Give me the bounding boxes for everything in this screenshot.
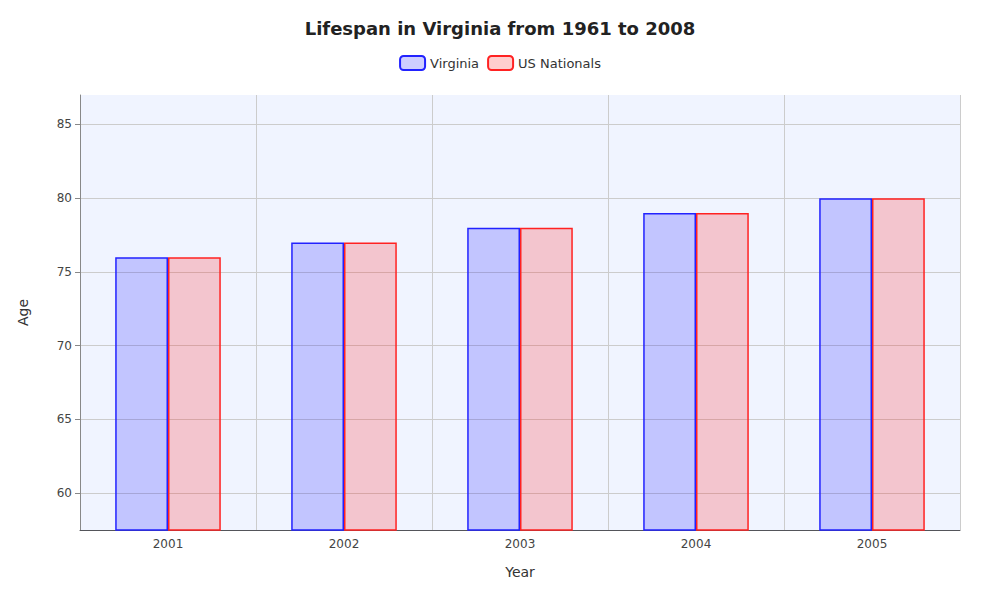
svg-text:60: 60 bbox=[57, 486, 72, 500]
svg-text:70: 70 bbox=[57, 339, 72, 353]
svg-text:Virginia: Virginia bbox=[430, 56, 479, 71]
svg-text:Lifespan in Virginia from 1961: Lifespan in Virginia from 1961 to 2008 bbox=[305, 18, 696, 39]
svg-text:75: 75 bbox=[57, 265, 72, 279]
svg-text:2001: 2001 bbox=[153, 537, 184, 551]
svg-text:2003: 2003 bbox=[505, 537, 536, 551]
svg-text:80: 80 bbox=[57, 191, 72, 205]
svg-text:Age: Age bbox=[15, 299, 31, 326]
svg-text:2002: 2002 bbox=[329, 537, 360, 551]
svg-text:85: 85 bbox=[57, 117, 72, 131]
svg-text:Year: Year bbox=[504, 564, 535, 580]
svg-text:65: 65 bbox=[57, 412, 72, 426]
svg-text:2004: 2004 bbox=[681, 537, 712, 551]
svg-text:US Nationals: US Nationals bbox=[518, 56, 601, 71]
svg-text:2005: 2005 bbox=[857, 537, 888, 551]
